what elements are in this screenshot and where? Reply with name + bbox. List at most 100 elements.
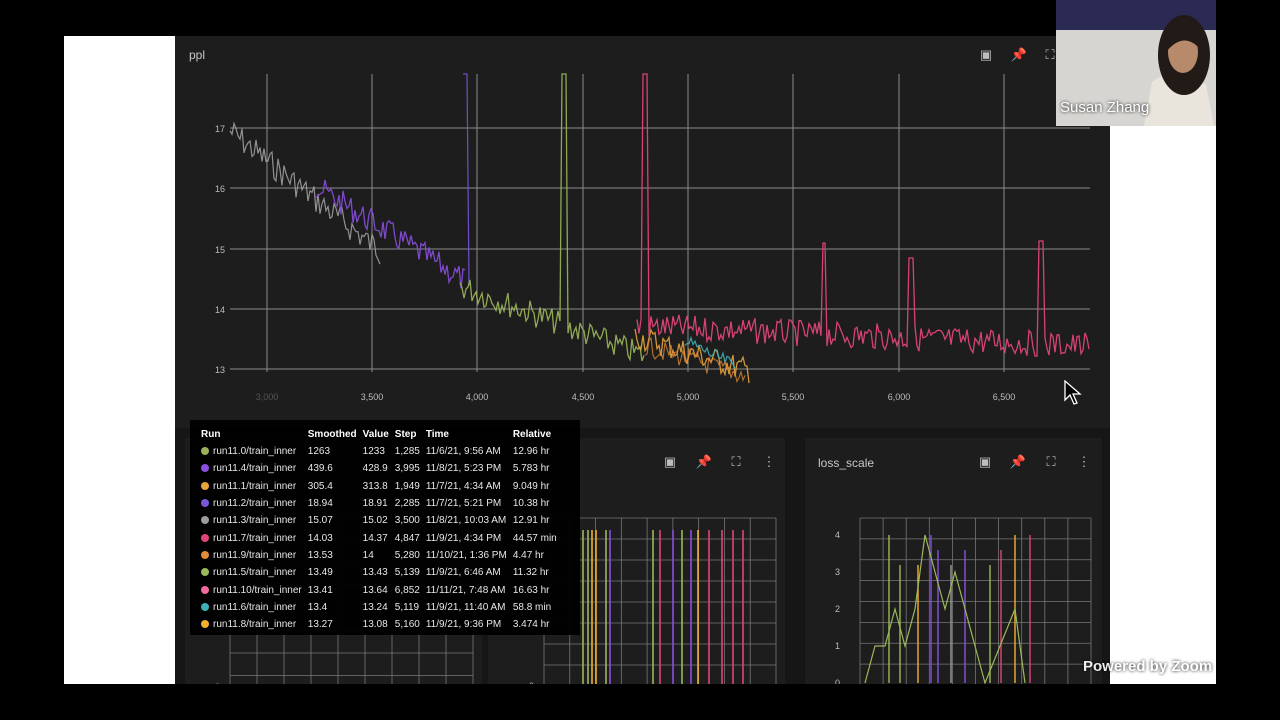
tooltip-smoothed: 13.53 (305, 547, 360, 564)
run-color-dot (201, 602, 209, 611)
tooltip-step: 4,847 (392, 529, 423, 546)
tooltip-time-text: 11/9/21, 11:40 AM (425, 601, 506, 613)
header-smoothed: Smoothed (307, 429, 357, 440)
tooltip-value: 13.24 (360, 599, 392, 616)
more-vert-icon[interactable]: ⋮ (1077, 454, 1091, 469)
series-run11.9 (644, 336, 746, 383)
chart-tooltip: Run Smoothed Value Step Time Relative ru… (190, 420, 580, 635)
tooltip-relative-text: 5.783 hr (512, 463, 550, 475)
tooltip-time: 11/8/21, 5:23 PM (423, 460, 510, 477)
tooltip-run-text: run11.2/train_inner (213, 498, 297, 510)
tooltip-step-text: 4,847 (394, 532, 420, 544)
y-tick-label: 0 (215, 682, 220, 684)
series-run11.3 (229, 121, 381, 265)
fit-domain-icon[interactable]: ▣ (663, 454, 677, 469)
tooltip-time-text: 11/11/21, 7:48 AM (425, 584, 506, 596)
tooltip-step-text: 1,285 (394, 446, 420, 458)
tooltip-row: run11.6/train_inner 13.4 13.24 5,119 11/9/21… (198, 599, 560, 616)
tooltip-relative: 3.474 hr (510, 616, 560, 633)
tooltip-smoothed: 18.94 (305, 495, 360, 512)
tooltip-run: run11.5/train_inner (198, 564, 305, 581)
right-white-area (1110, 126, 1216, 684)
tooltip-step-text: 5,280 (394, 549, 420, 561)
series-run11.8 (634, 328, 750, 384)
tooltip-smoothed-text: 305.4 (307, 480, 333, 492)
tooltip-time-text: 11/9/21, 9:36 PM (425, 619, 502, 631)
y-tick-label: 0 (529, 681, 534, 684)
tooltip-relative: 16.63 hr (510, 581, 560, 598)
tooltip-value-text: 313.8 (362, 480, 388, 492)
fit-domain-icon[interactable]: ▣ (979, 47, 993, 62)
pin-icon[interactable]: 📌 (695, 454, 713, 469)
header-step: Step (394, 429, 417, 440)
tooltip-relative: 44.57 min (510, 529, 560, 546)
tooltip-value: 14 (360, 547, 392, 564)
run-color-dot (201, 464, 209, 473)
tooltip-relative: 5.783 hr (510, 460, 560, 477)
run-color-dot (201, 533, 209, 542)
tooltip-value: 1233 (360, 443, 392, 460)
tooltip-smoothed-text: 15.07 (307, 515, 333, 527)
run-color-dot (201, 481, 209, 490)
tooltip-value-text: 428.9 (362, 463, 388, 475)
x-tick-label: 5,500 (782, 392, 805, 402)
tooltip-time: 11/9/21, 9:36 PM (423, 616, 510, 633)
y-tick-label: 14 (215, 305, 225, 315)
fullscreen-icon[interactable]: ⛶ (731, 454, 741, 469)
tooltip-run-text: run11.1/train_inner (213, 480, 297, 492)
ppl-line-chart[interactable]: 17 16 15 14 13 3,000 3,500 4,000 4,500 5,000 5,50… (175, 36, 1110, 428)
tooltip-relative-text: 10.38 hr (512, 498, 550, 510)
tooltip-relative: 12.91 hr (510, 512, 560, 529)
pin-icon[interactable]: 📌 (1009, 454, 1027, 469)
x-tick-label: 4,000 (466, 392, 489, 402)
tooltip-step-text: 1,949 (394, 480, 420, 492)
tooltip-value-text: 13.43 (362, 567, 388, 579)
tooltip-run-text: run11.8/train_inner (213, 619, 297, 631)
tooltip-relative-text: 9.049 hr (512, 480, 550, 492)
tooltip-smoothed: 14.03 (305, 529, 360, 546)
tooltip-smoothed: 13.4 (305, 599, 360, 616)
tooltip-time-text: 11/8/21, 5:23 PM (425, 463, 502, 475)
tooltip-time: 11/9/21, 6:46 AM (423, 564, 510, 581)
tooltip-smoothed-text: 14.03 (307, 532, 333, 544)
tooltip-time: 11/7/21, 5:21 PM (423, 495, 510, 512)
tooltip-row: run11.4/train_inner 439.6 428.9 3,995 11/8/2… (198, 460, 560, 477)
y-tick-label: 1 (835, 641, 840, 651)
fullscreen-icon[interactable]: ⛶ (1046, 454, 1056, 469)
more-vert-icon[interactable]: ⋮ (762, 454, 776, 469)
tooltip-run: run11.4/train_inner (198, 460, 305, 477)
pin-icon[interactable]: 📌 (1010, 47, 1028, 62)
tooltip-table: Run Smoothed Value Step Time Relative ru… (198, 426, 560, 633)
x-tick-label: 6,000 (888, 392, 911, 402)
fullscreen-icon[interactable]: ⛶ (1045, 47, 1055, 62)
y-tick-label: 15 (215, 245, 225, 255)
tooltip-time: 11/8/21, 10:03 AM (423, 512, 510, 529)
tooltip-relative: 4.47 hr (510, 547, 560, 564)
tooltip-row: run11.9/train_inner 13.53 14 5,280 11/10/21,… (198, 547, 560, 564)
tooltip-smoothed-text: 1263 (307, 446, 331, 458)
tooltip-smoothed: 15.07 (305, 512, 360, 529)
tooltip-step: 3,995 (392, 460, 423, 477)
tooltip-time-text: 11/7/21, 5:21 PM (425, 498, 502, 510)
tooltip-time-text: 11/6/21, 9:56 AM (425, 446, 501, 458)
tooltip-relative: 9.049 hr (510, 478, 560, 495)
header-relative: Relative (512, 429, 552, 440)
tooltip-run-text: run11.5/train_inner (213, 567, 297, 579)
tooltip-header-row: Run Smoothed Value Step Time Relative (198, 426, 560, 443)
mouse-cursor-icon (1064, 380, 1082, 405)
y-tick-label: 16 (215, 184, 225, 194)
tooltip-relative-text: 11.32 hr (512, 567, 549, 579)
tooltip-relative-text: 44.57 min (512, 532, 557, 544)
run-color-dot (201, 585, 209, 594)
tooltip-relative: 12.96 hr (510, 443, 560, 460)
tooltip-value: 13.08 (360, 616, 392, 633)
tooltip-row: run11.7/train_inner 14.03 14.37 4,847 11/9/2… (198, 529, 560, 546)
tooltip-step-text: 2,285 (394, 498, 420, 510)
x-tick-label: 3,500 (361, 392, 384, 402)
y-tick-label: 2 (835, 604, 840, 614)
tooltip-run-text: run11.0/train_inner (213, 446, 297, 458)
tooltip-value: 13.43 (360, 564, 392, 581)
fit-domain-icon[interactable]: ▣ (978, 454, 992, 469)
